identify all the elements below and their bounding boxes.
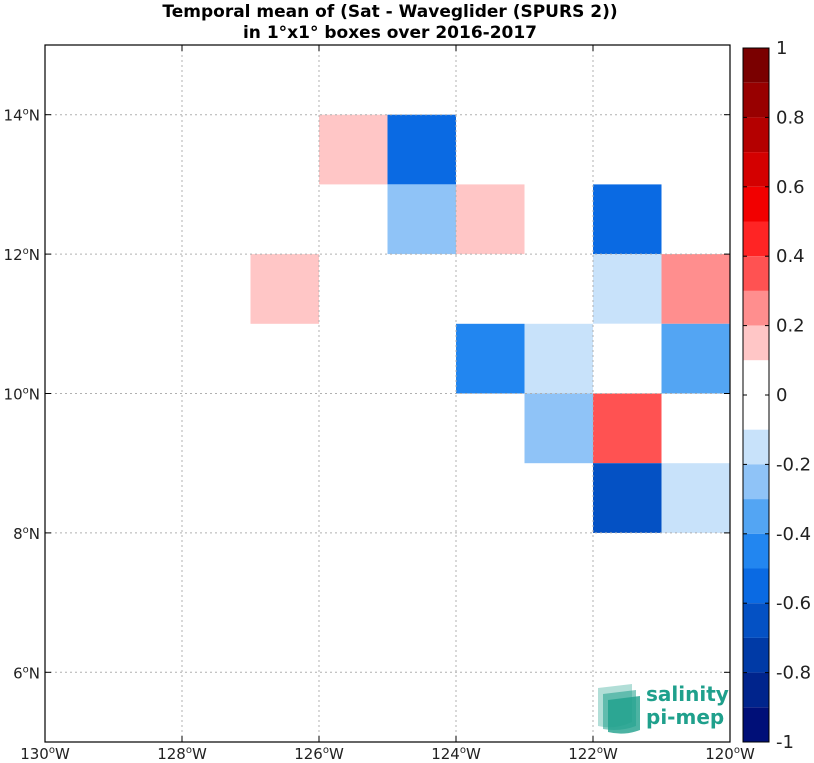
heatmap-cell [319, 114, 388, 185]
colorbar-bin [743, 48, 769, 83]
colorbar-bin [743, 533, 769, 569]
y-tick-label: 10oN [4, 386, 40, 404]
colorbar-tick-label: -0.8 [776, 663, 811, 684]
colorbar-bin [743, 464, 769, 500]
y-axis: 6oN 8oN 10oN 12oN 14oN [4, 107, 730, 682]
heatmap-cell [661, 254, 730, 324]
colorbar-tick-label: 0.6 [776, 177, 805, 198]
grid-lines [44, 45, 731, 742]
colorbar-bin [743, 256, 769, 291]
x-tick-label: 128oW [157, 745, 207, 763]
colorbar-bin [743, 152, 769, 187]
colorbar-bin [743, 637, 769, 673]
x-tick-label: 130oW [20, 745, 70, 763]
heatmap-cell [524, 393, 593, 464]
colorbar-tick-label: 0.4 [776, 246, 805, 267]
colorbar-bin [743, 568, 769, 604]
x-tick-label: 122oW [568, 745, 618, 763]
heatmap-cell [524, 323, 593, 394]
colorbar-tick-label: 0.2 [776, 316, 805, 337]
colorbar-tick-label: 0 [776, 385, 787, 406]
heatmap-cell [387, 184, 456, 255]
heatmap-cell [456, 323, 525, 394]
colorbar-tick-label: -0.4 [776, 524, 811, 545]
y-tick-label: 12oN [4, 246, 40, 264]
heatmap-cell [593, 254, 662, 324]
heatmap-cell [456, 184, 525, 255]
colorbar-bin [743, 221, 769, 257]
heatmap-cell [593, 184, 662, 255]
heatmap-cell [250, 254, 319, 324]
logo-wave-icon [598, 684, 640, 734]
heatmap-cell [593, 463, 662, 533]
colorbar-bin [743, 117, 769, 153]
x-tick-label: 126oW [294, 745, 344, 763]
colorbar-bin [743, 325, 769, 361]
colorbar-bin [743, 672, 769, 708]
colorbar-tick-label: -0.6 [776, 593, 811, 614]
logo-text-line2: pi-mep [646, 705, 724, 729]
chart-title-line2: in 1°x1° boxes over 2016-2017 [242, 23, 538, 43]
colorbar-bin [743, 186, 769, 222]
colorbar-bin [743, 290, 769, 326]
colorbar-bin [743, 499, 769, 534]
colorbar-bin [743, 360, 769, 430]
salinity-pi-mep-logo: salinity pi-mep [598, 682, 729, 734]
colorbar-tick-label: 1 [776, 38, 787, 59]
heatmap-cell [661, 323, 730, 394]
heatmap-cell [387, 114, 456, 185]
chart-title-line1: Temporal mean of (Sat - Waveglider (SPUR… [162, 2, 618, 22]
y-tick-label: 14oN [4, 107, 40, 125]
colorbar-tick-label: -1 [776, 732, 794, 753]
x-tick-label: 120oW [705, 745, 755, 763]
chart-title: Temporal mean of (Sat - Waveglider (SPUR… [0, 2, 780, 44]
x-axis: 130oW 128oW 126oW 124oW 122oW 120oW [20, 45, 755, 763]
colorbar-bin [743, 603, 769, 638]
colorbar-tick-label: -0.2 [776, 454, 811, 475]
heatmap-cell [661, 463, 730, 533]
colorbar-bin [743, 82, 769, 118]
heatmap-cell [593, 323, 662, 394]
colorbar-bin [743, 707, 769, 742]
x-tick-label: 124oW [431, 745, 481, 763]
logo-text-line1: salinity [646, 682, 729, 706]
colorbar: 1 0.8 0.6 0.4 0.2 0 -0.2 -0.4 -0.6 -0.8 -1 [742, 38, 811, 753]
colorbar-tick-label: 0.8 [776, 107, 805, 128]
colorbar-bin [743, 429, 769, 465]
heatmap-cell [593, 393, 662, 464]
y-tick-label: 6oN [13, 664, 40, 682]
y-tick-label: 8oN [13, 525, 40, 543]
data-cells [250, 114, 730, 533]
